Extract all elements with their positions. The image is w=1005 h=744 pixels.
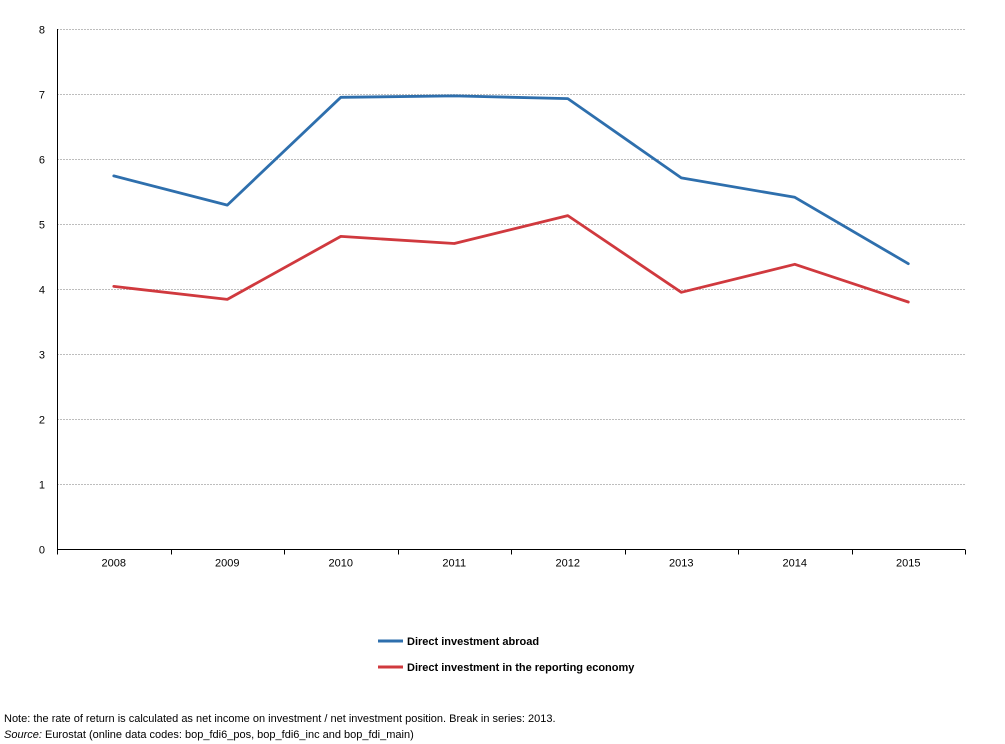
source-text: Eurostat (online data codes: bop_fdi6_po… [41, 729, 414, 741]
series-line-direct-investment-in-the-reporting-economy [112, 214, 910, 304]
y-tick-label: 5 [39, 220, 45, 232]
y-tick-label: 3 [39, 350, 45, 362]
x-axis: 2008 2009 2010 2011 2012 2013 2014 2015 [57, 549, 966, 570]
source-label: Source: [4, 729, 42, 741]
note-text: Note: the rate of return is calculated a… [4, 713, 556, 725]
legend-label: Direct investment abroad [407, 636, 539, 648]
x-tick-label: 2013 [669, 558, 693, 570]
y-axis: 0 1 2 3 4 5 6 7 8 [39, 25, 58, 557]
x-tick-label: 2009 [215, 558, 239, 570]
x-tick-label: 2008 [102, 558, 126, 570]
y-tick-label: 4 [39, 285, 45, 297]
chart-notes: Note: the rate of return is calculated a… [4, 711, 556, 743]
y-tick-label: 0 [39, 545, 45, 557]
legend: Direct investment abroad Direct investmen… [378, 636, 635, 674]
legend-label: Direct investment in the reporting econo… [407, 662, 635, 674]
x-tick-label: 2014 [783, 558, 807, 570]
x-tick-label: 2011 [442, 558, 466, 570]
y-tick-label: 1 [39, 480, 45, 492]
y-tick-label: 2 [39, 415, 45, 427]
x-tick-label: 2012 [556, 558, 580, 570]
x-tick-label: 2015 [896, 558, 920, 570]
series-lines [112, 94, 910, 304]
series-line-direct-investment-abroad [112, 94, 910, 266]
gridlines [57, 29, 965, 485]
y-tick-label: 8 [39, 25, 45, 37]
y-tick-label: 6 [39, 155, 45, 167]
y-tick-label: 7 [39, 90, 45, 102]
source-line: Source: Eurostat (online data codes: bop… [4, 727, 556, 743]
x-tick-label: 2010 [329, 558, 353, 570]
